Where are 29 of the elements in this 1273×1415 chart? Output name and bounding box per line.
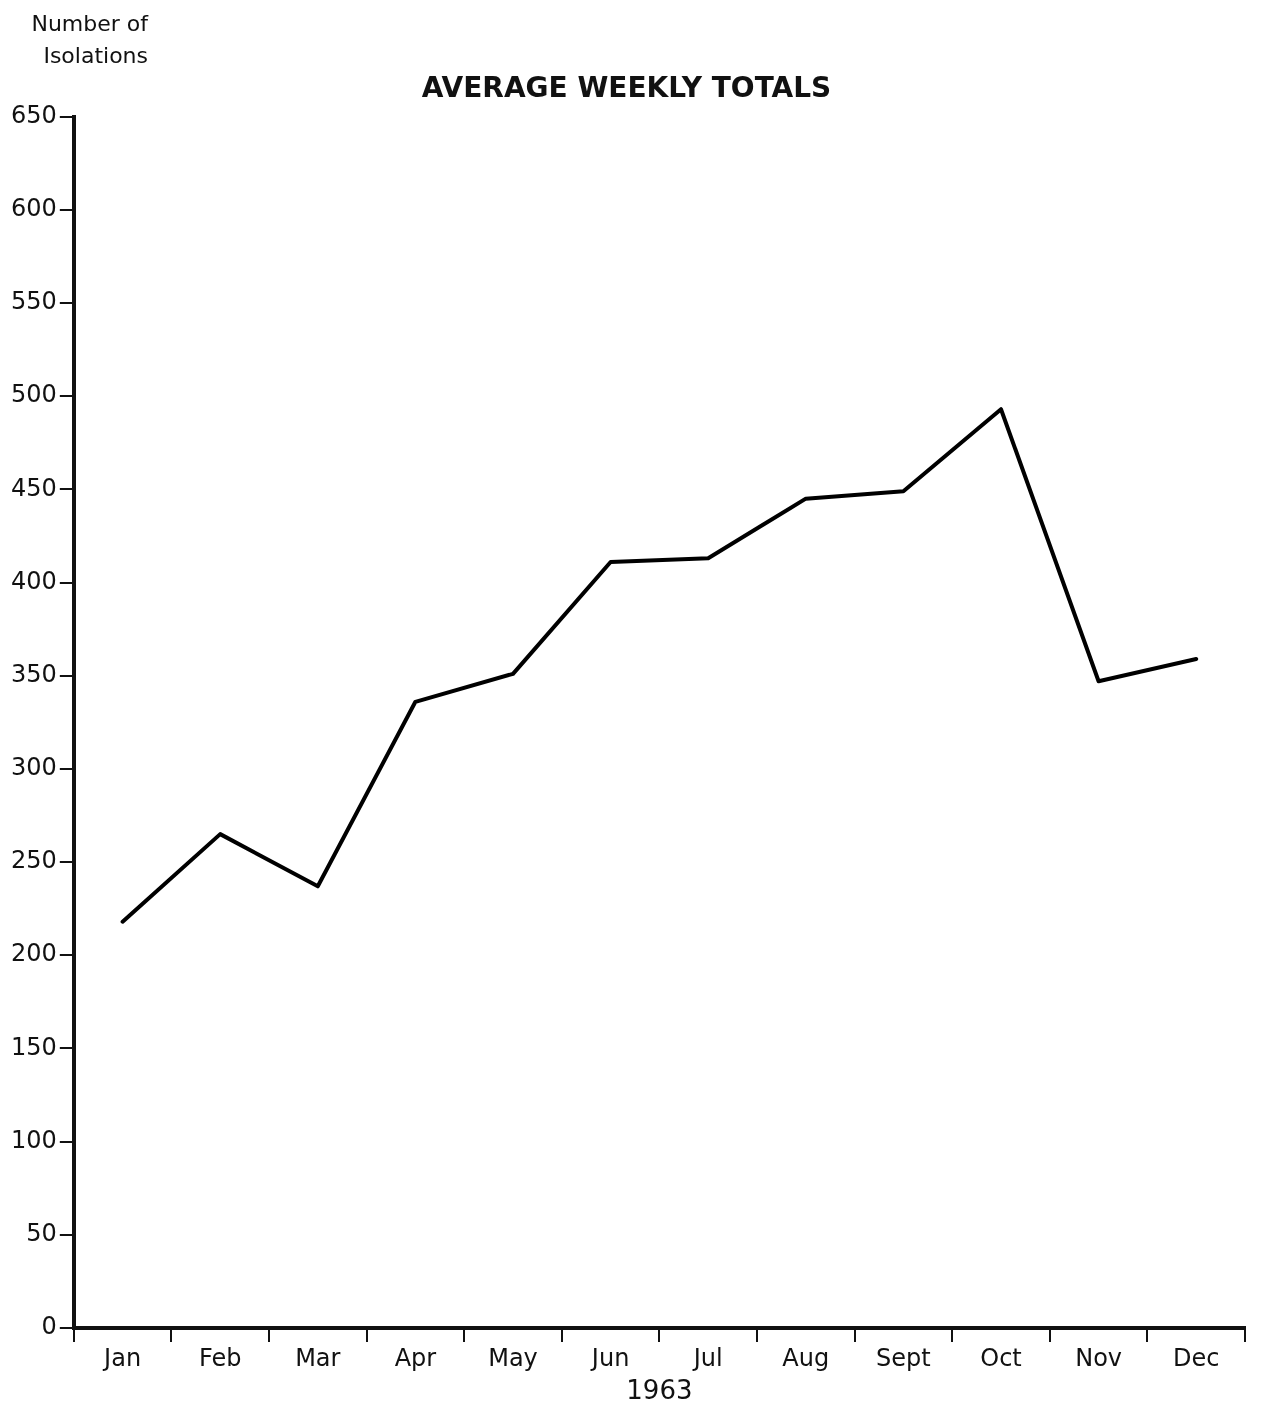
y-tick-label: 150 xyxy=(11,1032,57,1061)
x-tick-label: Sept xyxy=(876,1343,931,1372)
y-tick-label: 650 xyxy=(11,100,57,129)
y-tick-label: 450 xyxy=(11,473,57,502)
y-tick-label: 300 xyxy=(11,753,57,782)
y-tick-label: 500 xyxy=(11,380,57,409)
y-tick-label: 550 xyxy=(11,287,57,316)
x-tick-label: Oct xyxy=(980,1343,1022,1372)
x-tick-label: Mar xyxy=(295,1343,341,1372)
x-tick-label: Dec xyxy=(1172,1343,1220,1372)
y-tick-label: 0 xyxy=(41,1312,57,1341)
y-tick-label: 250 xyxy=(11,846,57,875)
y-tick-label: 200 xyxy=(11,939,57,968)
x-tick-label: Nov xyxy=(1075,1343,1123,1372)
y-tick-label: 100 xyxy=(11,1125,57,1154)
y-tick-label: 400 xyxy=(11,566,57,595)
y-tick-label: 350 xyxy=(11,659,57,688)
x-tick-label: Jun xyxy=(589,1343,630,1372)
y-tick-label: 50 xyxy=(26,1219,57,1248)
x-tick-label: Jul xyxy=(691,1343,723,1372)
x-tick-label: Feb xyxy=(198,1343,242,1372)
x-tick-label: May xyxy=(488,1343,538,1372)
x-tick-label: Aug xyxy=(782,1343,830,1372)
x-tick-label: Jan xyxy=(102,1343,142,1372)
y-tick-label: 600 xyxy=(11,194,57,223)
x-axis-title: 1963 xyxy=(626,1375,693,1406)
y-axis-title: Number of Isolations xyxy=(30,10,148,70)
x-tick-label: Apr xyxy=(394,1343,437,1372)
chart-title: AVERAGE WEEKLY TOTALS xyxy=(421,71,832,105)
